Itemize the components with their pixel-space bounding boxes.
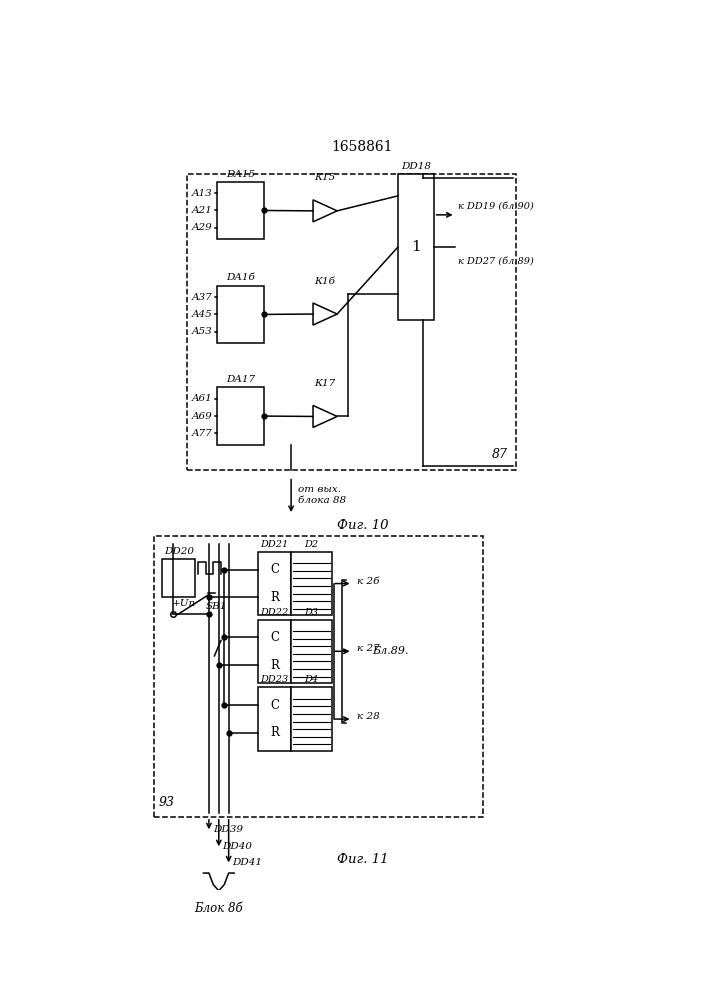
Text: DD39: DD39 <box>213 825 243 834</box>
Bar <box>291 620 332 683</box>
Text: A61: A61 <box>192 394 212 403</box>
Text: R: R <box>270 726 279 739</box>
Text: к 2б: к 2б <box>357 577 380 586</box>
Text: 93: 93 <box>158 796 175 809</box>
Text: 87: 87 <box>491 448 508 461</box>
Text: SB1: SB1 <box>206 602 228 611</box>
Bar <box>258 687 291 751</box>
Text: R: R <box>270 659 279 672</box>
Text: DA15: DA15 <box>226 170 255 179</box>
Bar <box>217 387 264 445</box>
Text: A77: A77 <box>192 429 212 438</box>
Text: C: C <box>270 631 279 644</box>
Text: к 28: к 28 <box>357 712 380 721</box>
Bar <box>258 552 291 615</box>
Text: +Uп: +Uп <box>173 599 197 608</box>
Bar <box>217 182 264 239</box>
Text: DD23: DD23 <box>261 675 288 684</box>
Text: A69: A69 <box>192 412 212 421</box>
Text: DD21: DD21 <box>261 540 288 549</box>
Text: К1б: К1б <box>315 277 336 286</box>
Text: A13: A13 <box>192 189 212 198</box>
Text: Фиг. 10: Фиг. 10 <box>337 519 388 532</box>
Text: DA17: DA17 <box>226 375 255 384</box>
Bar <box>154 536 483 817</box>
Bar <box>291 687 332 751</box>
Text: D3: D3 <box>305 608 319 617</box>
Text: Бл.89.: Бл.89. <box>372 646 409 656</box>
Text: D4: D4 <box>305 675 319 684</box>
Bar <box>163 559 195 597</box>
Text: К15: К15 <box>315 173 336 182</box>
Bar <box>258 620 291 683</box>
Text: DD22: DD22 <box>261 608 288 617</box>
Text: R: R <box>270 591 279 604</box>
Text: DA1б: DA1б <box>226 273 255 282</box>
Text: Фиг. 11: Фиг. 11 <box>337 853 388 866</box>
Text: к DD27 (бл.89): к DD27 (бл.89) <box>458 256 534 265</box>
Text: Блок 8б: Блок 8б <box>194 902 243 915</box>
Text: C: C <box>270 699 279 712</box>
Text: A45: A45 <box>192 310 212 319</box>
Text: A21: A21 <box>192 206 212 215</box>
Text: 1658861: 1658861 <box>332 140 393 154</box>
Text: A37: A37 <box>192 293 212 302</box>
Text: к DD19 (бл.90): к DD19 (бл.90) <box>458 202 534 211</box>
Text: A29: A29 <box>192 223 212 232</box>
Text: к 27: к 27 <box>357 644 380 653</box>
Text: 1: 1 <box>411 240 421 254</box>
Text: DD40: DD40 <box>223 842 252 851</box>
Bar <box>398 174 433 320</box>
Text: от вых.
блока 88: от вых. блока 88 <box>298 485 346 505</box>
Text: A53: A53 <box>192 327 212 336</box>
Text: К17: К17 <box>315 379 336 388</box>
Bar <box>291 552 332 615</box>
Text: D2: D2 <box>305 540 319 549</box>
Bar <box>217 286 264 343</box>
Bar <box>187 174 516 470</box>
Text: DD41: DD41 <box>233 858 262 867</box>
Text: C: C <box>270 563 279 576</box>
Text: DD20: DD20 <box>164 547 194 556</box>
Text: DD18: DD18 <box>401 162 431 171</box>
